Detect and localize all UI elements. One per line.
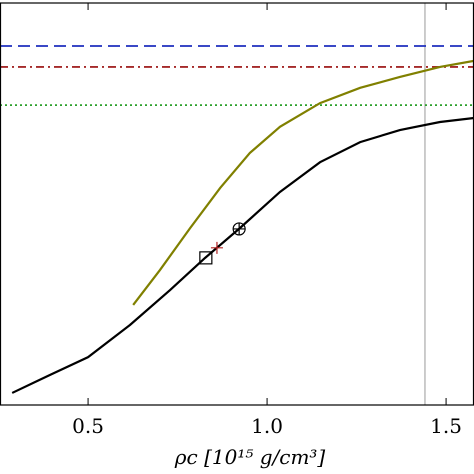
x-axis-label: ρc [10¹⁵ g/cm³] [174,445,326,469]
plot-frame [0,2,474,406]
x-tick-label: 1.0 [251,414,283,438]
marker [210,241,223,254]
marker [232,222,246,236]
marker [199,251,213,265]
x-tick-label: 1.5 [430,414,462,438]
line-series [11,116,474,394]
line-series [132,59,474,306]
x-tick-label: 0.5 [72,414,104,438]
